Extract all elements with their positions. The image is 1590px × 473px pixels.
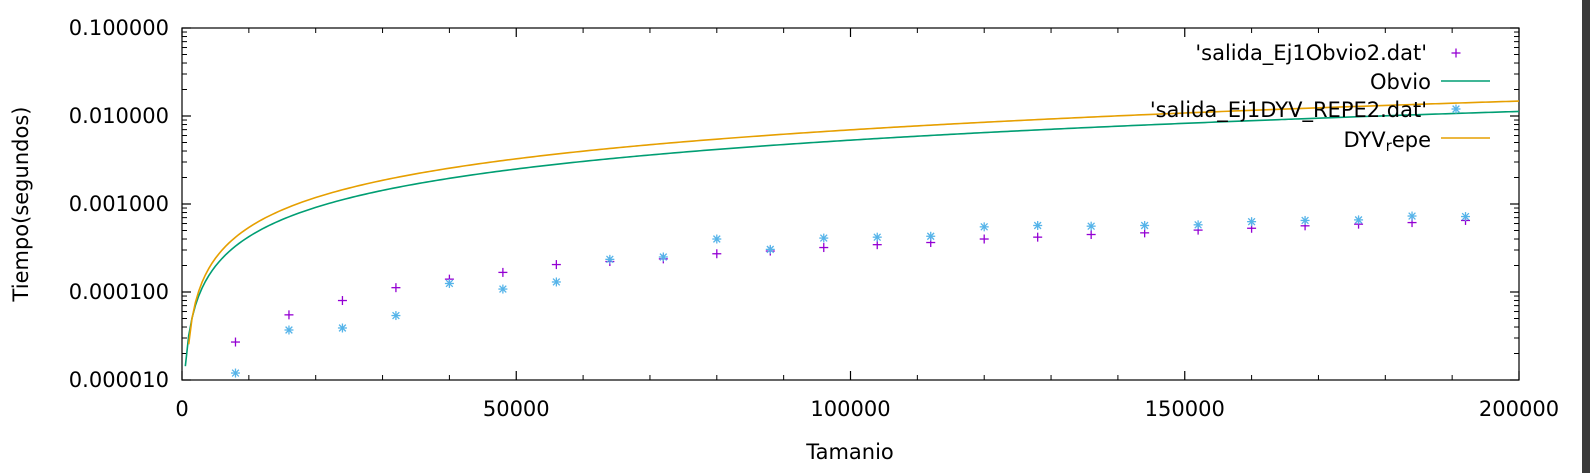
data-point-s2 [1407, 211, 1417, 221]
data-point-s2 [1300, 215, 1310, 225]
data-point-s2 [498, 284, 508, 294]
data-point-s2 [1193, 220, 1203, 230]
y-tick-label: 0.010000 [69, 104, 169, 128]
series-line-1 [184, 110, 1519, 367]
x-axis-title: Tamanio [805, 440, 894, 464]
data-point-s0 [712, 249, 722, 259]
legend-samples [1441, 48, 1490, 139]
data-point-s2 [391, 311, 401, 321]
legend-label-dyv-data: 'salida_Ej1DYV_REPE2.dat' [1150, 98, 1427, 123]
y-axis-title: Tiempo(segundos) [9, 107, 33, 303]
data-point-s0 [872, 240, 882, 250]
legend: 'salida_Ej1Obvio2.dat' Obvio 'salida_Ej1… [1150, 41, 1490, 155]
data-point-s0 [979, 234, 989, 244]
y-tick-label: 0.100000 [69, 16, 169, 40]
x-tick-label: 200000 [1479, 397, 1559, 421]
data-point-s0 [551, 260, 561, 270]
legend-sample-2 [1451, 104, 1461, 114]
legend-sample-0 [1451, 48, 1461, 58]
data-point-s2 [1461, 212, 1471, 222]
x-tick-label: 0 [175, 397, 188, 421]
legend-dyv-base: DYV [1343, 128, 1386, 152]
data-point-s2 [819, 233, 829, 243]
legend-label-obvio-fit: Obvio [1370, 70, 1431, 94]
data-point-s0 [1033, 232, 1043, 242]
data-point-s0 [819, 243, 829, 253]
data-point-s2 [979, 222, 989, 232]
data-point-s0 [1086, 230, 1096, 240]
legend-dyv-subscript: r [1386, 137, 1393, 155]
data-point-s2 [230, 368, 240, 378]
data-point-s0 [284, 310, 294, 320]
y-tick-label: 0.000010 [69, 368, 169, 392]
x-axis-ticks: 0 50000 100000 150000 200000 [175, 28, 1559, 421]
data-point-s2 [551, 277, 561, 287]
x-tick-label: 150000 [1145, 397, 1225, 421]
x-tick-label: 100000 [810, 397, 890, 421]
y-axis-ticks: 0.000010 0.000100 0.001000 0.010000 0.100000 [69, 16, 1519, 392]
data-point-s2 [765, 244, 775, 254]
data-point-s2 [1247, 217, 1257, 227]
data-point-s2 [605, 254, 615, 264]
data-point-s0 [391, 283, 401, 293]
data-point-s0 [337, 296, 347, 306]
data-point-s2 [337, 323, 347, 333]
y-tick-label: 0.001000 [69, 192, 169, 216]
legend-label-obvio-data: 'salida_Ej1Obvio2.dat' [1195, 41, 1427, 66]
data-point-s2 [926, 231, 936, 241]
data-point-s2 [872, 232, 882, 242]
data-point-s2 [658, 252, 668, 262]
series-lines [184, 100, 1519, 367]
series-line-3 [187, 100, 1519, 345]
data-point-s2 [284, 325, 294, 335]
data-point-s2 [1354, 215, 1364, 225]
data-point-s0 [230, 337, 240, 347]
window-edge-strip [1582, 0, 1590, 473]
legend-label-dyv-fit: DYVrepe [1343, 128, 1431, 155]
data-point-s2 [444, 278, 454, 288]
data-point-s2 [1140, 220, 1150, 230]
y-tick-label: 0.000100 [69, 280, 169, 304]
series-points [230, 211, 1471, 378]
x-tick-label: 50000 [483, 397, 550, 421]
data-point-s0 [498, 267, 508, 277]
legend-dyv-suffix: epe [1392, 128, 1431, 152]
plot-frame [181, 27, 1520, 381]
data-point-s2 [1086, 221, 1096, 231]
data-point-s2 [712, 234, 722, 244]
data-point-s2 [1033, 220, 1043, 230]
